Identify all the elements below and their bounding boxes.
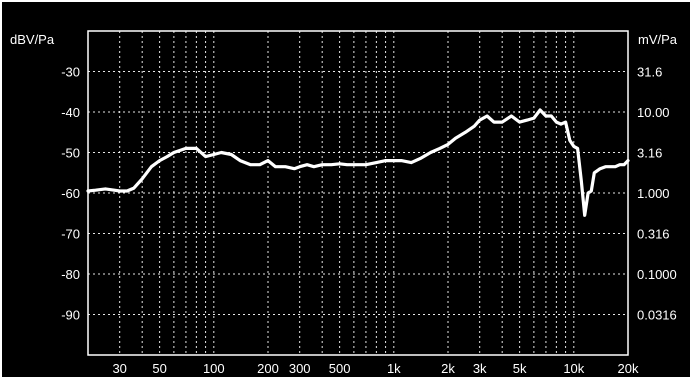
right-tick-label: 0.1000 [637,267,677,282]
right-axis-unit: mV/Pa [638,32,678,47]
y-tick-label: -50 [61,146,80,161]
series-layer [86,108,630,217]
x-tick-label: 50 [152,361,166,376]
y-tick-label: -30 [61,65,80,80]
y-tick-label: -70 [61,227,80,242]
x-tick-label: 5k [513,361,527,376]
left-axis-unit: dBV/Pa [10,32,55,47]
right-tick-label: 3.16 [637,146,662,161]
response-curve [86,108,630,217]
x-tick-label: 2k [441,361,455,376]
right-tick-label: 0.0316 [637,308,677,323]
x-tick-label: 300 [289,361,311,376]
right-tick-label: 1.000 [637,186,670,201]
x-tick-label: 30 [112,361,126,376]
x-tick-label: 10k [563,361,584,376]
x-tick-label: 200 [257,361,279,376]
right-tick-label: 31.6 [637,65,662,80]
x-tick-label: 100 [203,361,225,376]
x-tick-label: 3k [473,361,487,376]
axis-labels: dBV/Pa mV/Pa -30 -40 -50 -60 -70 -80 -90 31.6 10… [10,32,678,376]
right-tick-label: 10.00 [637,105,670,120]
x-tick-label: 1k [387,361,401,376]
y-tick-label: -80 [61,267,80,282]
plot-area-border [87,30,629,356]
plot-grid [88,31,628,355]
y-tick-label: -40 [61,105,80,120]
x-tick-label: 20k [618,361,639,376]
x-tick-label: 500 [329,361,351,376]
y-tick-label: -90 [61,308,80,323]
right-tick-label: 0.316 [637,227,670,242]
y-tick-label: -60 [61,186,80,201]
